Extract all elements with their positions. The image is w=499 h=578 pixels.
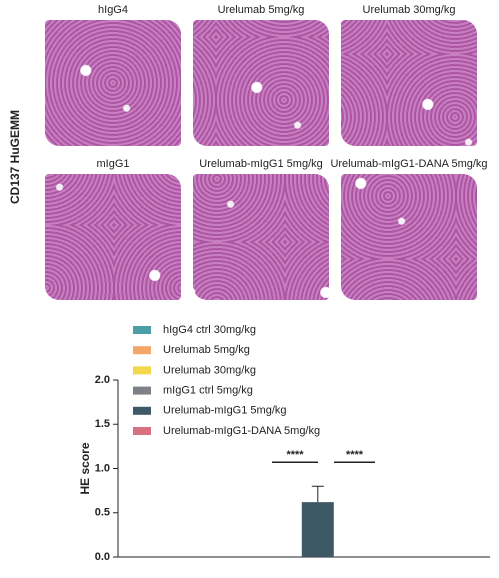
panel-title: Urelumab 30mg/kg	[362, 4, 456, 16]
legend-label: Urelumab 5mg/kg	[163, 344, 250, 356]
histology-image	[193, 174, 329, 300]
panel-title: Urelumab-mIgG1-DANA 5mg/kg	[330, 158, 488, 170]
y-tick-label: 1.5	[95, 418, 110, 430]
panel-title: Urelumab 5mg/kg	[217, 4, 305, 16]
histology-image	[341, 174, 477, 300]
y-tick-label: 2.0	[95, 374, 110, 386]
panel-title: hIgG4	[98, 4, 128, 16]
legend-swatch	[133, 386, 151, 395]
histology-image	[193, 20, 329, 146]
chart: HE score 0.0 0.5 1.0 1.5 2.0 hIgG4 ctrl 30mg/k…	[78, 324, 490, 563]
y-tick-label: 0.5	[95, 507, 110, 519]
histology-image	[341, 20, 477, 146]
error-bar	[311, 485, 324, 503]
legend-label: mIgG1 ctrl 5mg/kg	[163, 385, 253, 397]
legend-swatch	[133, 406, 151, 415]
panel-title: mIgG1	[96, 158, 130, 170]
legend-label: Urelumab-mIgG1-DANA 5mg/kg	[163, 425, 320, 437]
legend-swatch	[133, 326, 151, 334]
significance-label: ****	[346, 449, 364, 461]
legend-label: Urelumab-mIgG1 5mg/kg	[163, 405, 287, 417]
y-axis-label: HE score	[78, 442, 92, 494]
side-label: CD137 HuGEMM	[8, 110, 22, 205]
legend-swatch	[133, 366, 151, 375]
panel-title: Urelumab-mIgG1 5mg/kg	[199, 158, 323, 170]
bar	[301, 502, 334, 557]
legend-label: hIgG4 ctrl 30mg/kg	[163, 324, 256, 336]
histology-image	[45, 174, 181, 300]
legend-swatch	[133, 346, 151, 355]
significance-label: ****	[286, 449, 304, 461]
y-tick-label: 1.0	[95, 462, 110, 474]
legend-label: Urelumab 30mg/kg	[163, 364, 256, 376]
histology-image	[45, 20, 181, 146]
y-tick-label: 0.0	[95, 551, 110, 563]
legend-swatch	[133, 427, 151, 435]
